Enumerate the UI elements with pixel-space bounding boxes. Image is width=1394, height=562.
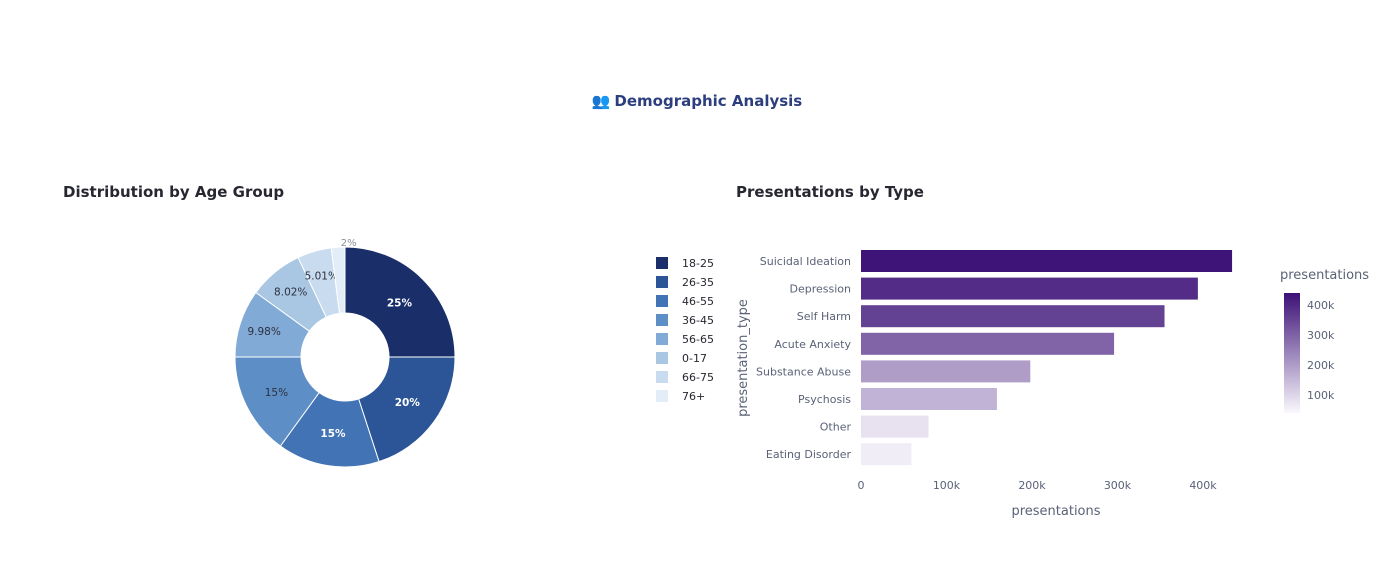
legend-swatch-36-45[interactable] (656, 314, 668, 326)
pie-label-36-45: 15% (265, 387, 288, 399)
colorbar-tick-100k: 100k (1307, 389, 1335, 402)
y-tick-suicidal-ideation: Suicidal Ideation (760, 255, 851, 268)
legend-swatch-26-35[interactable] (656, 276, 668, 288)
legend-label-18-25: 18-25 (682, 257, 714, 270)
y-tick-depression: Depression (790, 283, 852, 296)
colorbar-tick-200k: 200k (1307, 359, 1335, 372)
section-title: 👥 Demographic Analysis (0, 92, 1394, 110)
bar-psychosis[interactable] (861, 388, 997, 410)
y-tick-self-harm: Self Harm (797, 310, 851, 323)
pie-slice-18-25[interactable] (344, 246, 456, 358)
x-tick-100k: 100k (933, 479, 961, 492)
legend-label-56-65: 56-65 (682, 333, 714, 346)
colorbar-tick-400k: 400k (1307, 299, 1335, 312)
x-axis-title: presentations (1011, 504, 1100, 519)
bar-self-harm[interactable] (861, 305, 1165, 328)
colorbar-title: presentations (1280, 268, 1369, 283)
x-tick-200k: 200k (1018, 479, 1046, 492)
legend-swatch-46-55[interactable] (656, 295, 668, 307)
bar-acute-anxiety[interactable] (861, 332, 1115, 355)
bar-other[interactable] (861, 415, 929, 438)
y-tick-acute-anxiety: Acute Anxiety (774, 338, 851, 351)
x-tick-400k: 400k (1189, 479, 1217, 492)
bar-depression[interactable] (861, 277, 1198, 300)
legend-swatch-66-75[interactable] (656, 371, 668, 383)
legend-label-46-55: 46-55 (682, 295, 714, 308)
y-tick-psychosis: Psychosis (798, 393, 851, 406)
people-icon: 👥 (591, 92, 611, 110)
legend-label-76+: 76+ (682, 390, 705, 403)
pie-label-76+: 2% (341, 238, 357, 249)
pie-slice-26-35[interactable] (357, 356, 456, 463)
pie-chart-title: Distribution by Age Group (63, 183, 285, 201)
y-tick-other: Other (820, 421, 852, 434)
legend-swatch-18-25[interactable] (656, 257, 668, 269)
bar-suicidal-ideation[interactable] (861, 250, 1233, 272)
y-axis-title: presentation_type (736, 299, 751, 417)
colorbar-tick-300k: 300k (1307, 329, 1335, 342)
pie-label-46-55: 15% (320, 428, 346, 440)
pie-slice-76+[interactable] (330, 246, 346, 314)
section-title-text: Demographic Analysis (614, 92, 803, 110)
legend-label-26-35: 26-35 (682, 276, 714, 289)
pie-label-66-75: 5.01% (305, 270, 338, 282)
legend-swatch-56-65[interactable] (656, 333, 668, 345)
pie-label-26-35: 20% (395, 397, 421, 409)
legend-label-66-75: 66-75 (682, 371, 714, 384)
y-tick-substance-abuse: Substance Abuse (756, 365, 851, 378)
legend-label-0-17: 0-17 (682, 352, 707, 365)
bar-chart-title: Presentations by Type (736, 183, 924, 201)
pie-label-56-65: 9.98% (247, 326, 280, 338)
pie-label-0-17: 8.02% (274, 287, 307, 299)
y-tick-eating-disorder: Eating Disorder (766, 448, 852, 461)
bar-eating-disorder[interactable] (861, 443, 912, 466)
colorbar (1284, 293, 1300, 413)
x-tick-0: 0 (858, 479, 865, 492)
legend-swatch-76+[interactable] (656, 390, 668, 402)
legend-label-36-45: 36-45 (682, 314, 714, 327)
pie-label-18-25: 25% (387, 298, 413, 310)
legend-swatch-0-17[interactable] (656, 352, 668, 364)
x-tick-300k: 300k (1104, 479, 1132, 492)
bar-substance-abuse[interactable] (861, 360, 1031, 383)
